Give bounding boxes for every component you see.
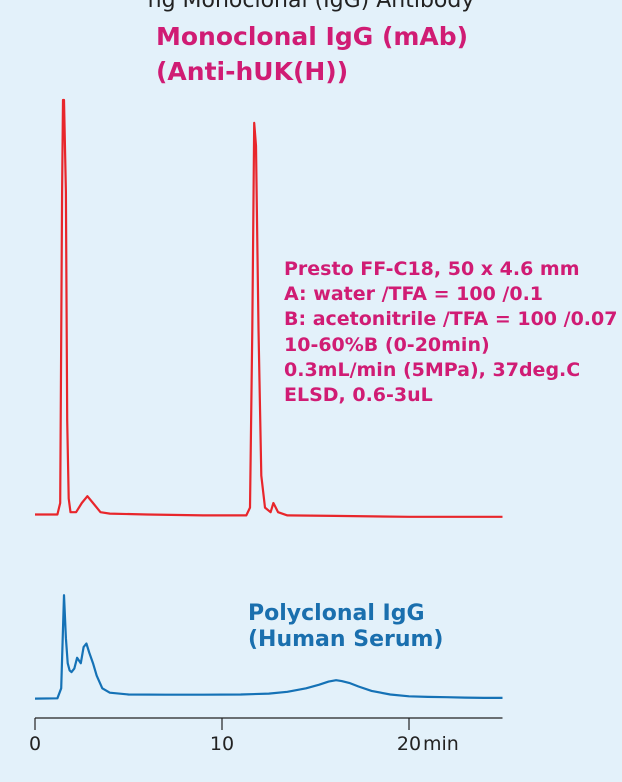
x-tick-label: 10 (210, 733, 234, 755)
polyclonal-label-line-1: Polyclonal IgG (248, 601, 425, 626)
monoclonal-label-line-2: (Anti-hUK(H)) (156, 57, 348, 86)
conditions-line: ELSD, 0.6-3uL (284, 384, 433, 406)
polyclonal-label: Polyclonal IgG (Human Serum) (248, 601, 443, 652)
monoclonal-label: Monoclonal IgG (mAb) (Anti-hUK(H)) (156, 22, 468, 86)
conditions-line: B: acetonitrile /TFA = 100 /0.07 (284, 308, 617, 330)
x-axis-unit-label: min (423, 733, 459, 755)
series-line-monoclonal (35, 98, 503, 518)
monoclonal-label-line-1: Monoclonal IgG (mAb) (156, 22, 468, 51)
conditions-line: A: water /TFA = 100 /0.1 (284, 283, 543, 305)
conditions-line: 0.3mL/min (5MPa), 37deg.C (284, 359, 580, 381)
page-title: ng Monoclonal (IgG) Antibody (147, 0, 475, 13)
x-tick-label: 20 (397, 733, 421, 755)
conditions-line: Presto FF-C18, 50 x 4.6 mm (284, 258, 580, 280)
x-axis: 0 10 20 (29, 717, 503, 755)
x-tick-label: 0 (29, 733, 41, 755)
conditions-line: 10-60%B (0-20min) (284, 334, 490, 356)
conditions-block: Presto FF-C18, 50 x 4.6 mm A: water /TFA… (284, 258, 617, 406)
series-line-polyclonal (34, 594, 503, 700)
polyclonal-label-line-2: (Human Serum) (248, 627, 443, 652)
